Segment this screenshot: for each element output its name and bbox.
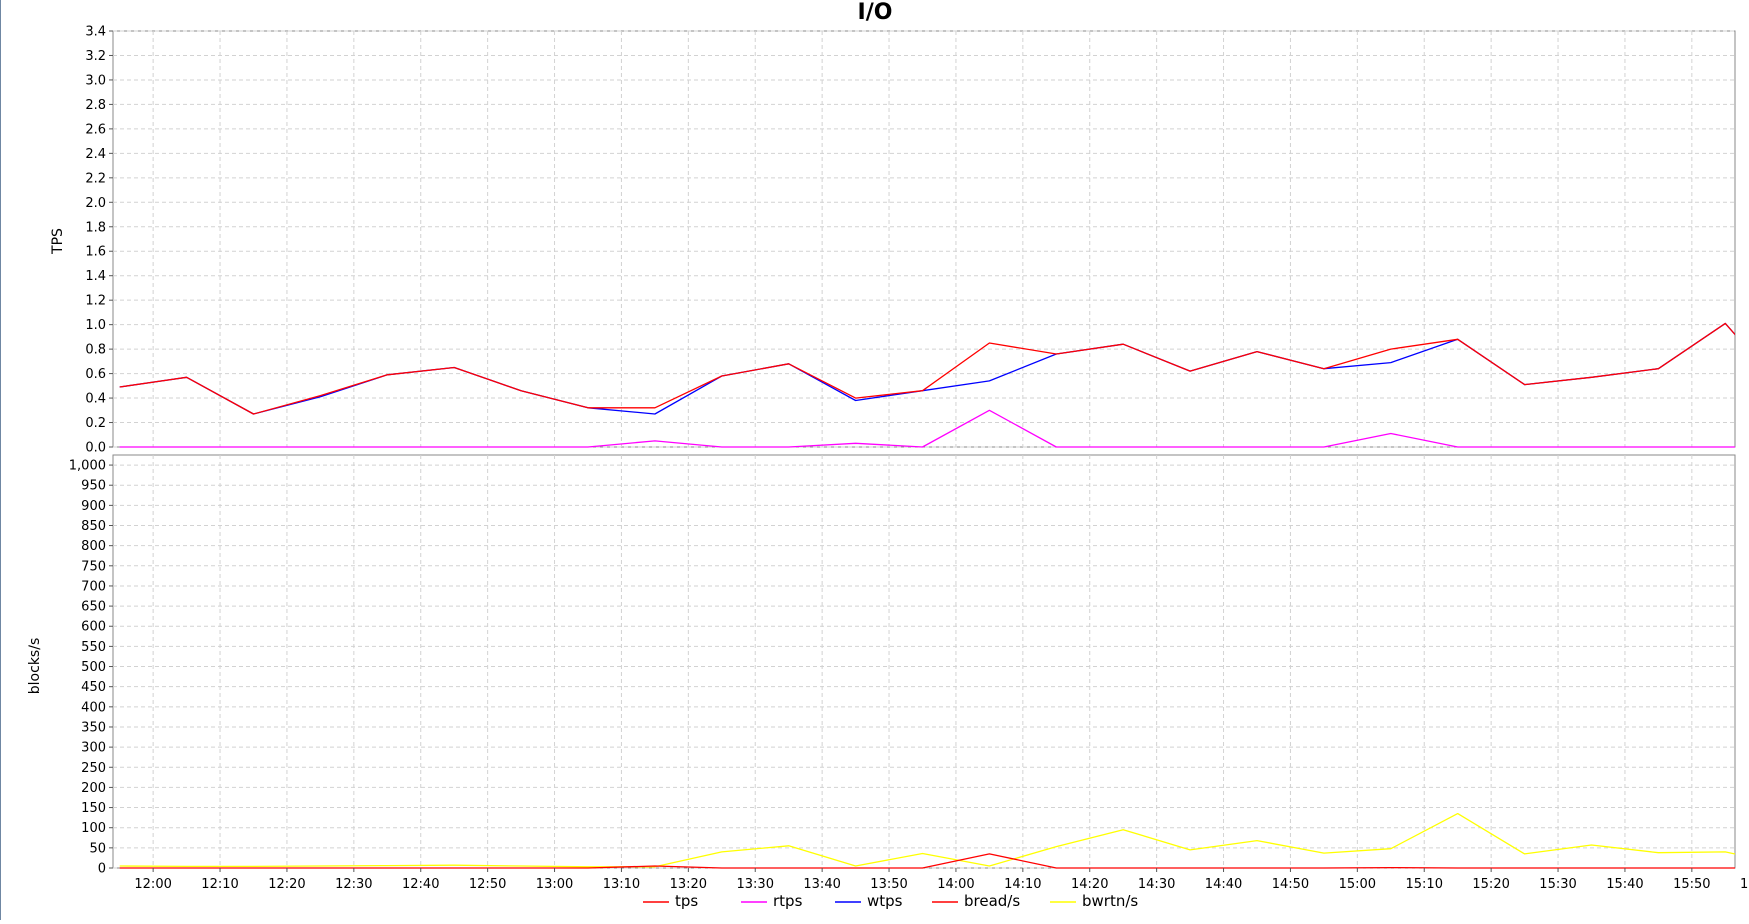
x-tick-label: 14:30 [1138,877,1175,892]
y-tick-label: 600 [81,620,106,635]
tps-y-ticks: 0.0 0.2 0.4 0.6 0.8 1.0 1.2 1.4 1.6 1.8 2.0 2.2 2.4 2… [85,25,113,456]
x-tick-label: 13:20 [670,877,707,892]
y-tick-label: 700 [81,579,106,594]
y-tick-label: 950 [81,479,106,494]
blocks-grid [113,455,1735,869]
y-tick-label: 800 [81,539,106,554]
chart-legend: tps rtps wtps bread/s bwrtn/s [643,892,1138,910]
x-tick-label: 14:50 [1272,877,1309,892]
y-tick-label: 3.0 [85,73,106,88]
x-tick-label: 15:20 [1472,877,1509,892]
x-tick-label: 13:50 [870,877,907,892]
series-line-breads [119,853,1735,869]
y-tick-label: 3.2 [85,49,106,64]
y-tick-label: 100 [81,821,106,836]
x-tick-label: 12:50 [469,877,506,892]
y-tick-label: 1.2 [85,294,106,309]
y-tick-label: 0 [98,862,106,877]
x-tick-label: 15:30 [1539,877,1576,892]
x-tick-label: 13:00 [536,877,573,892]
y-tick-label: 0.6 [85,367,106,382]
y-tick-label: 300 [81,741,106,756]
x-tick-label: 12:10 [201,877,238,892]
series-line-rtps [119,409,1735,448]
x-tick-label: 14:00 [937,877,974,892]
x-tick-label: 16:00 [1740,877,1749,892]
y-tick-label: 0.2 [85,416,106,431]
y-tick-label: 2.6 [85,122,106,137]
y-tick-label: 850 [81,519,106,534]
x-tick-label: 13:40 [803,877,840,892]
y-tick-label: 450 [81,680,106,695]
blocks-plot-area [112,454,1736,869]
x-tick-label: 15:50 [1673,877,1710,892]
series-line-tps [119,322,1735,415]
blocks-y-axis-label: blocks/s [27,638,43,694]
tps-series [119,322,1735,448]
blocks-y-ticks: 0 50 100 150 200 250 300 350 400 450 500 550 600 650 7… [69,459,113,877]
x-tick-label: 15:10 [1406,877,1443,892]
tps-panel: 0.0 0.2 0.4 0.6 0.8 1.0 1.2 1.4 1.6 1.8 2.0 2.2 2.4 2… [50,25,1736,456]
y-tick-label: 50 [89,841,106,856]
legend-label: bread/s [964,892,1020,910]
window-edge [0,0,1,920]
y-tick-label: 1.6 [85,245,106,260]
x-tick-label: 12:20 [268,877,305,892]
y-tick-label: 0.8 [85,343,106,358]
y-tick-label: 1.8 [85,220,106,235]
legend-label: bwrtn/s [1082,892,1138,910]
x-tick-label: 12:40 [402,877,439,892]
legend-label: wtps [867,892,903,910]
blocks-series [119,812,1735,869]
chart-title: I/O [858,0,893,25]
y-tick-label: 200 [81,781,106,796]
tps-plot-area [112,30,1736,448]
y-tick-label: 500 [81,660,106,675]
legend-label: rtps [773,892,803,910]
y-tick-label: 750 [81,559,106,574]
x-tick-label: 13:10 [603,877,640,892]
y-tick-label: 900 [81,499,106,514]
x-tick-label: 14:10 [1004,877,1041,892]
legend-label: tps [675,892,698,910]
y-tick-label: 2.8 [85,98,106,113]
y-tick-label: 2.2 [85,171,106,186]
blocks-panel: 0 50 100 150 200 250 300 350 400 450 500 550 600 650 7… [27,454,1736,877]
y-tick-label: 150 [81,801,106,816]
y-tick-label: 650 [81,600,106,615]
y-tick-label: 2.4 [85,147,106,162]
x-tick-label: 14:20 [1071,877,1108,892]
y-tick-label: 1,000 [69,459,106,474]
x-axis-ticks: 12:00 12:10 12:20 12:30 12:40 12:50 13:00 13:10… [134,868,1749,892]
y-tick-label: 1.0 [85,318,106,333]
y-tick-label: 550 [81,640,106,655]
series-line-bwrtns [119,812,1735,868]
y-tick-label: 1.4 [85,269,106,284]
y-tick-label: 250 [81,761,106,776]
x-tick-label: 15:40 [1606,877,1643,892]
y-tick-label: 350 [81,720,106,735]
y-tick-label: 0.0 [85,441,106,456]
y-tick-label: 400 [81,700,106,715]
y-tick-label: 2.0 [85,196,106,211]
x-tick-label: 12:30 [335,877,372,892]
x-tick-label: 15:00 [1339,877,1376,892]
y-tick-label: 3.4 [85,25,106,40]
x-tick-label: 13:30 [737,877,774,892]
y-tick-label: 0.4 [85,392,106,407]
x-tick-label: 12:00 [134,877,171,892]
tps-y-axis-label: TPS [50,228,66,255]
x-tick-label: 14:40 [1205,877,1242,892]
